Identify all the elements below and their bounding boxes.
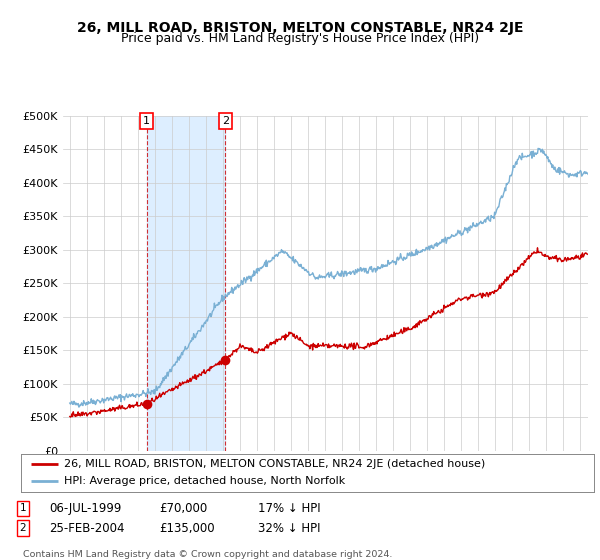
Text: Contains HM Land Registry data © Crown copyright and database right 2024.
This d: Contains HM Land Registry data © Crown c…: [23, 550, 392, 560]
Bar: [146, 116, 225, 451]
Text: 2: 2: [19, 523, 26, 533]
Text: £135,000: £135,000: [159, 521, 215, 535]
Text: HPI: Average price, detached house, North Norfolk: HPI: Average price, detached house, Nort…: [64, 477, 345, 487]
Text: 26, MILL ROAD, BRISTON, MELTON CONSTABLE, NR24 2JE (detached house): 26, MILL ROAD, BRISTON, MELTON CONSTABLE…: [64, 459, 485, 469]
Text: 2: 2: [221, 116, 229, 126]
Text: 25-FEB-2004: 25-FEB-2004: [49, 521, 125, 535]
Text: £70,000: £70,000: [159, 502, 207, 515]
Text: 26, MILL ROAD, BRISTON, MELTON CONSTABLE, NR24 2JE: 26, MILL ROAD, BRISTON, MELTON CONSTABLE…: [77, 21, 523, 35]
Text: 06-JUL-1999: 06-JUL-1999: [49, 502, 122, 515]
Text: 1: 1: [143, 116, 150, 126]
Text: Price paid vs. HM Land Registry's House Price Index (HPI): Price paid vs. HM Land Registry's House …: [121, 32, 479, 45]
Text: 1: 1: [19, 503, 26, 514]
Text: 32% ↓ HPI: 32% ↓ HPI: [258, 521, 320, 535]
Text: 17% ↓ HPI: 17% ↓ HPI: [258, 502, 320, 515]
